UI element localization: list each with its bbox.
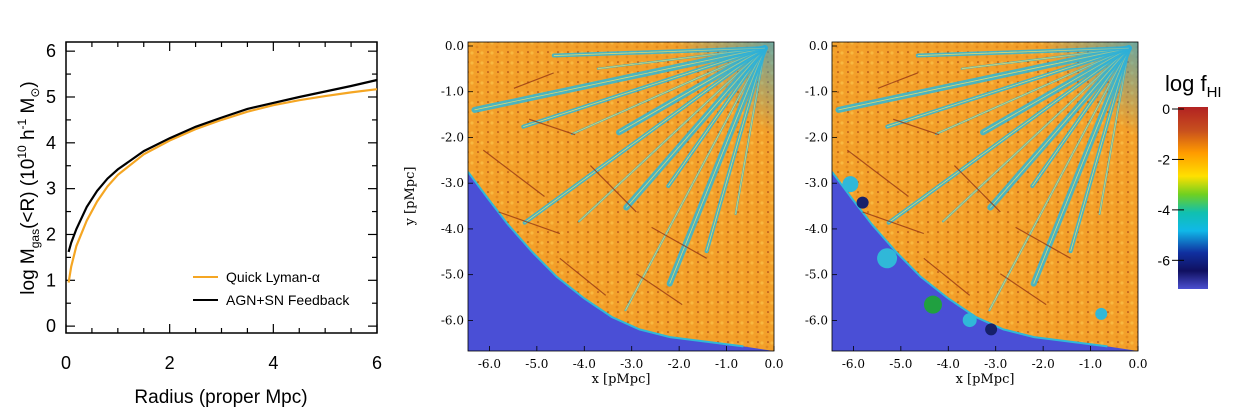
mass-profile-chart: 0 2 4 6 0 1 2 3 4 5 6 Quick Lyman-α AGN+SN Feedbac… — [15, 41, 382, 408]
neutral-blob — [877, 248, 898, 269]
filament — [999, 273, 1047, 306]
region-edge — [468, 171, 744, 348]
colorbar-tick-label: -6 — [1158, 252, 1171, 268]
filament — [846, 149, 909, 197]
neutral-core — [1000, 42, 1138, 172]
map-y-tick-label: -1.0 — [805, 85, 828, 99]
y-tick-label: 1 — [46, 270, 56, 290]
legend-label-agn-sn: AGN+SN Feedback — [226, 292, 350, 308]
map-y-tick-label: -6.0 — [441, 313, 464, 327]
filament — [529, 118, 576, 136]
y-tick-label: 3 — [46, 179, 56, 199]
map-x-tick-label: -2.0 — [668, 357, 691, 371]
x-tick-label: 2 — [165, 353, 175, 373]
filament — [923, 257, 971, 296]
map-x-tick-label: -1.0 — [1079, 357, 1102, 371]
map-image — [832, 42, 1138, 351]
y-tick-label: 2 — [46, 224, 56, 244]
map-y-tick-label: -5.0 — [805, 268, 828, 282]
neutral-blob — [962, 313, 977, 328]
colorbar-tick-label: -4 — [1158, 202, 1171, 218]
x-axis-label: Radius (proper Mpc) — [134, 387, 307, 408]
hi-fraction-map-left: -6.0 -5.0 -4.0 -3.0 -2.0 -1.0 0.0 0.0 -1.0 -2.0 -3… — [403, 39, 784, 387]
neutral-blob — [985, 323, 998, 336]
map-x-axis-label: x [pMpc] — [956, 372, 1015, 387]
colorbar-tick-label: -2 — [1158, 151, 1171, 167]
filament — [498, 211, 560, 235]
neutral-blob — [856, 196, 869, 209]
legend: Quick Lyman-α AGN+SN Feedback — [193, 269, 350, 308]
map-y-tick-label: 0.0 — [445, 39, 464, 53]
map-x-tick-label: -5.0 — [889, 357, 912, 371]
map-x-tick-label: -1.0 — [715, 357, 738, 371]
colorbar-tick-label: 0 — [1162, 101, 1170, 117]
map-axis-ticks: -6.0 -5.0 -4.0 -3.0 -2.0 -1.0 0.0 0.0 -1.0 -2.0 -3… — [441, 39, 784, 371]
filament — [589, 165, 637, 213]
map-y-tick-label: -4.0 — [441, 222, 464, 236]
colorbar: log fHI 0 -2 -4 -6 — [1158, 71, 1222, 289]
region-edge — [832, 171, 1108, 348]
filament — [953, 165, 1001, 213]
filament — [862, 211, 924, 235]
colorbar-title: log fHI — [1165, 71, 1222, 101]
neutral-core — [636, 42, 774, 172]
y-axis-label: log Mgas(<R) (1010 h-1 M⊙) — [15, 81, 42, 294]
map-x-tick-label: -3.0 — [620, 357, 643, 371]
map-x-tick-label: -6.0 — [478, 357, 501, 371]
map-y-tick-label: 0.0 — [809, 39, 828, 53]
y-tick-label: 0 — [46, 316, 56, 336]
map-y-tick-label: -2.0 — [441, 130, 464, 144]
filament — [513, 72, 554, 89]
filament — [559, 257, 607, 296]
map-x-tick-label: -4.0 — [937, 357, 960, 371]
map-x-axis-label: x [pMpc] — [592, 372, 651, 387]
filament — [482, 149, 545, 197]
neutral-blob — [923, 295, 942, 314]
filament — [877, 72, 918, 89]
legend-label-quick-lya: Quick Lyman-α — [226, 269, 320, 285]
map-frame — [831, 41, 1139, 352]
y-tick-label: 4 — [46, 133, 56, 153]
map-y-tick-label: -1.0 — [441, 85, 464, 99]
map-axis-ticks: -6.0 -5.0 -4.0 -3.0 -2.0 -1.0 0.0 0.0 -1.0 -2.0 -3… — [805, 39, 1148, 371]
series-lines — [67, 78, 378, 283]
colorbar-gradient — [1178, 107, 1208, 289]
map-frame — [467, 41, 775, 352]
plot-frame — [65, 41, 378, 334]
filament — [635, 273, 683, 306]
neutral-blob — [1095, 307, 1108, 320]
map-y-axis-label: y [pMpc] — [403, 167, 418, 227]
filament — [1015, 226, 1071, 259]
map-x-tick-label: 0.0 — [1128, 357, 1147, 371]
map-y-tick-label: -4.0 — [805, 222, 828, 236]
map-x-tick-label: -2.0 — [1032, 357, 1055, 371]
map-x-tick-label: -4.0 — [573, 357, 596, 371]
y-tick-label: 6 — [46, 41, 56, 61]
axis-ticks: 0 2 4 6 0 1 2 3 4 5 6 — [46, 41, 382, 373]
colorbar-ticks: 0 -2 -4 -6 — [1158, 101, 1184, 268]
map-y-tick-label: -3.0 — [441, 176, 464, 190]
map-x-tick-label: 0.0 — [764, 357, 783, 371]
map-x-tick-label: -3.0 — [984, 357, 1007, 371]
y-tick-label: 5 — [46, 87, 56, 107]
map-x-tick-label: -5.0 — [525, 357, 548, 371]
filament — [651, 226, 707, 259]
map-y-tick-label: -3.0 — [805, 176, 828, 190]
map-y-tick-label: -2.0 — [805, 130, 828, 144]
map-y-tick-label: -6.0 — [805, 313, 828, 327]
map-image — [468, 42, 774, 351]
series-line-1 — [67, 78, 378, 253]
neutral-blob — [842, 176, 859, 193]
x-tick-label: 4 — [268, 353, 278, 373]
series-line-0 — [67, 88, 378, 283]
x-tick-label: 0 — [61, 353, 71, 373]
map-y-tick-label: -5.0 — [441, 268, 464, 282]
x-tick-label: 6 — [372, 353, 382, 373]
map-x-tick-label: -6.0 — [842, 357, 865, 371]
filament — [893, 118, 940, 136]
hi-fraction-map-right: -6.0 -5.0 -4.0 -3.0 -2.0 -1.0 0.0 0.0 -1.0 -2.0 -3… — [805, 39, 1148, 387]
